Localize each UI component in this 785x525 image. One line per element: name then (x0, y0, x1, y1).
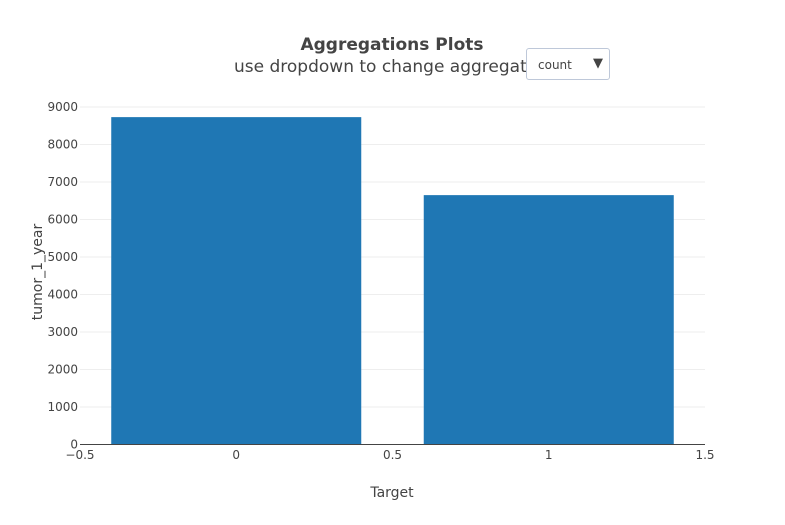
aggregation-dropdown[interactable]: count ▼ (526, 48, 610, 80)
y-tick-label: 7000 (47, 175, 78, 189)
chart-title: Aggregations Plots (300, 35, 483, 55)
y-tick-labels: 0 1000 2000 3000 4000 5000 6000 7000 8000 9000 (47, 100, 78, 452)
bars (111, 117, 674, 445)
x-tick-label: 0.5 (383, 448, 402, 462)
y-tick-label: 0 (70, 438, 78, 452)
y-tick-label: 1000 (47, 400, 78, 414)
x-tick-label: 0 (232, 448, 240, 462)
y-tick-label: 4000 (47, 288, 78, 302)
y-tick-label: 3000 (47, 325, 78, 339)
dropdown-selected-value: count (538, 58, 572, 72)
y-tick-label: 9000 (47, 100, 78, 114)
x-tick-label: −0.5 (65, 448, 94, 462)
x-tick-labels: −0.5 0 0.5 1 1.5 (65, 448, 714, 462)
triangle-down-icon: ▼ (593, 56, 603, 71)
y-axis-title: tumor_1_year (30, 224, 46, 321)
y-tick-label: 5000 (47, 250, 78, 264)
bar (423, 195, 674, 445)
x-tick-label: 1 (545, 448, 553, 462)
chart-subtitle: use dropdown to change aggregat (234, 57, 527, 77)
x-tick-label: 1.5 (695, 448, 714, 462)
y-tick-label: 8000 (47, 138, 78, 152)
x-axis-title: Target (369, 485, 414, 501)
y-tick-label: 2000 (47, 363, 78, 377)
y-tick-label: 6000 (47, 213, 78, 227)
bar (111, 117, 362, 445)
